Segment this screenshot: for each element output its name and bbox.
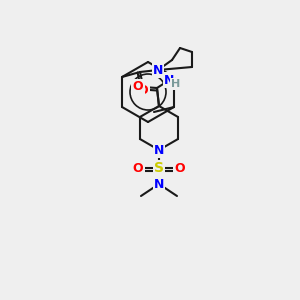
Text: N: N (154, 178, 164, 190)
Text: O: O (133, 80, 143, 94)
Text: O: O (133, 161, 143, 175)
Text: N: N (154, 143, 164, 157)
Text: S: S (154, 161, 164, 175)
Text: O: O (138, 85, 148, 98)
Text: O: O (175, 161, 185, 175)
Text: N: N (153, 64, 163, 76)
Text: H: H (171, 79, 181, 89)
Text: N: N (164, 74, 174, 86)
